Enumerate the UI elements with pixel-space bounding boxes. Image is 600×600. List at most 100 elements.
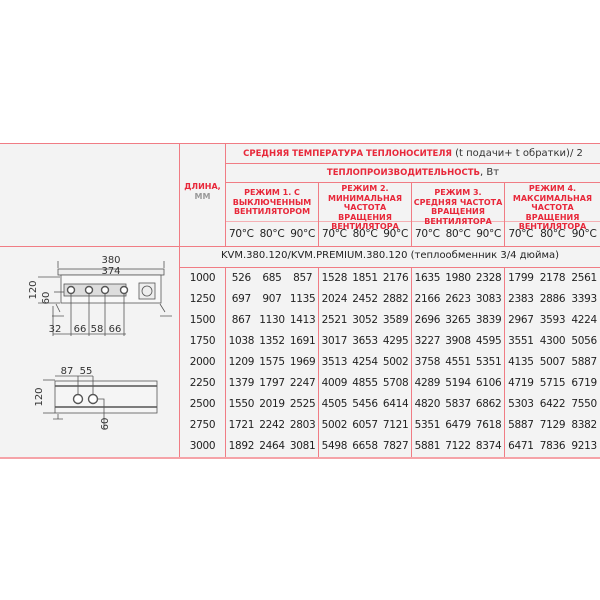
- dim-spacing: 66: [74, 324, 87, 335]
- length-cell: 2750: [189, 419, 216, 431]
- value-cell: 6057: [352, 419, 378, 431]
- value-cell: 4595: [475, 335, 502, 347]
- value-cell: 697: [231, 293, 251, 305]
- avg-temp-header: СРЕДНЯЯ ТЕМПЕРАТУРА ТЕПЛОНОСИТЕЛЯ (t под…: [226, 149, 600, 160]
- value-cell: 1691: [289, 335, 316, 347]
- value-cell: 6471: [508, 440, 534, 452]
- value-cell: 4289: [414, 377, 441, 389]
- avg-temp-label: СРЕДНЯЯ ТЕМПЕРАТУРА ТЕПЛОНОСИТЕЛЯ: [243, 149, 452, 159]
- value-cell: 685: [262, 272, 282, 284]
- value-cell: 1352: [259, 335, 285, 347]
- value-cell: 2328: [475, 272, 502, 284]
- dim-front-pipe-height: 60: [41, 292, 52, 305]
- value-cell: 6106: [475, 377, 502, 389]
- value-cell: 6658: [352, 440, 378, 452]
- value-cell: 3758: [414, 356, 441, 368]
- value-cell: 1980: [445, 272, 471, 284]
- length-cell: 1250: [189, 293, 216, 305]
- length-unit: ММ: [194, 191, 211, 201]
- value-cell: 3589: [382, 314, 409, 326]
- dim-380: 380: [101, 255, 120, 266]
- value-cell: 2886: [539, 293, 566, 305]
- value-cell: 5194: [445, 377, 471, 389]
- value-cell: 3083: [475, 293, 502, 305]
- value-cell: 1892: [228, 440, 255, 452]
- value-cell: 4135: [508, 356, 534, 368]
- value-cell: 6719: [571, 377, 597, 389]
- value-cell: 5002: [382, 356, 409, 368]
- value-cell: 2561: [571, 272, 597, 284]
- dim-spacing: 58: [91, 324, 104, 335]
- length-cell: 2000: [189, 356, 216, 368]
- value-cell: 2383: [508, 293, 534, 305]
- value-cell: 2024: [321, 293, 348, 305]
- value-cell: 2176: [382, 272, 409, 284]
- temp-header: 90°C: [290, 228, 316, 240]
- heat-output-table: СРЕДНЯЯ ТЕМПЕРАТУРА ТЕПЛОНОСИТЕЛЯ (t под…: [0, 143, 600, 459]
- value-cell: 8374: [475, 440, 502, 452]
- temp-header: 80°C: [540, 228, 565, 240]
- dim-spacing: 32: [49, 324, 62, 335]
- value-cell: 5881: [414, 440, 441, 452]
- value-cell: 3017: [321, 335, 348, 347]
- dim-spacing: 66: [109, 324, 122, 335]
- value-cell: 2967: [508, 314, 534, 326]
- value-cell: 5498: [321, 440, 348, 452]
- temp-header: 80°C: [352, 228, 378, 240]
- value-cell: 4855: [352, 377, 378, 389]
- temp-header: 80°C: [445, 228, 471, 240]
- value-cell: 5887: [571, 356, 597, 368]
- value-cell: 1635: [414, 272, 441, 284]
- value-cell: 2178: [539, 272, 566, 284]
- length-label: ДЛИНА,: [184, 182, 221, 191]
- temp-header: 70°C: [508, 228, 534, 240]
- value-cell: 2166: [414, 293, 441, 305]
- value-cell: 1851: [352, 272, 378, 284]
- value-cell: 857: [293, 272, 313, 284]
- value-cell: 7550: [571, 398, 597, 410]
- value-cell: 4551: [445, 356, 471, 368]
- value-cell: 3081: [289, 440, 316, 452]
- value-cell: 7827: [382, 440, 409, 452]
- value-cell: 7618: [475, 419, 502, 431]
- value-cell: 5007: [539, 356, 566, 368]
- value-cell: 2525: [289, 398, 316, 410]
- value-cell: 2803: [289, 419, 316, 431]
- value-cell: 1038: [228, 335, 255, 347]
- value-cell: 3393: [571, 293, 597, 305]
- value-cell: 3551: [508, 335, 534, 347]
- value-cell: 5056: [571, 335, 597, 347]
- mode-4-header: РЕЖИМ 4. МАКСИМАЛЬНАЯ ЧАСТОТА ВРАЩЕНИЯ В…: [512, 184, 593, 231]
- value-cell: 4009: [321, 377, 348, 389]
- value-cell: 1799: [508, 272, 534, 284]
- value-cell: 4224: [571, 314, 597, 326]
- value-cell: 3265: [445, 314, 471, 326]
- value-cell: 4300: [539, 335, 566, 347]
- mode-2-header: РЕЖИМ 2. МИНИМАЛЬНАЯ ЧАСТОТА ВРАЩЕНИЯ ВЕ…: [328, 184, 402, 231]
- value-cell: 5351: [414, 419, 441, 431]
- value-cell: 5837: [445, 398, 471, 410]
- length-cell: 1000: [189, 272, 216, 284]
- temp-header: 70°C: [321, 228, 347, 240]
- value-cell: 4295: [382, 335, 409, 347]
- value-cell: 5002: [321, 419, 348, 431]
- value-cell: 5456: [352, 398, 378, 410]
- temp-header: 80°C: [259, 228, 285, 240]
- mode-1-header: РЕЖИМ 1. С ВЫКЛЮЧЕННЫМ ВЕНТИЛЯТОРОМ: [232, 188, 312, 216]
- avg-temp-formula: (t подачи+ t обратки)/ 2: [451, 148, 583, 159]
- value-cell: 3593: [539, 314, 566, 326]
- value-cell: 1130: [259, 314, 285, 326]
- value-cell: 4505: [321, 398, 348, 410]
- value-cell: 1550: [228, 398, 255, 410]
- length-cell: 1500: [189, 314, 216, 326]
- value-cell: 2521: [321, 314, 348, 326]
- value-cell: 1575: [259, 356, 285, 368]
- temp-header: 90°C: [571, 228, 597, 240]
- value-cell: 2623: [445, 293, 471, 305]
- value-cell: 4820: [414, 398, 441, 410]
- value-cell: 3839: [475, 314, 502, 326]
- value-cell: 5887: [508, 419, 534, 431]
- heat-output-header: ТЕПЛОПРОИЗВОДИТЕЛЬНОСТЬ, Вт: [226, 168, 600, 179]
- value-cell: 526: [231, 272, 251, 284]
- value-cell: 1209: [228, 356, 255, 368]
